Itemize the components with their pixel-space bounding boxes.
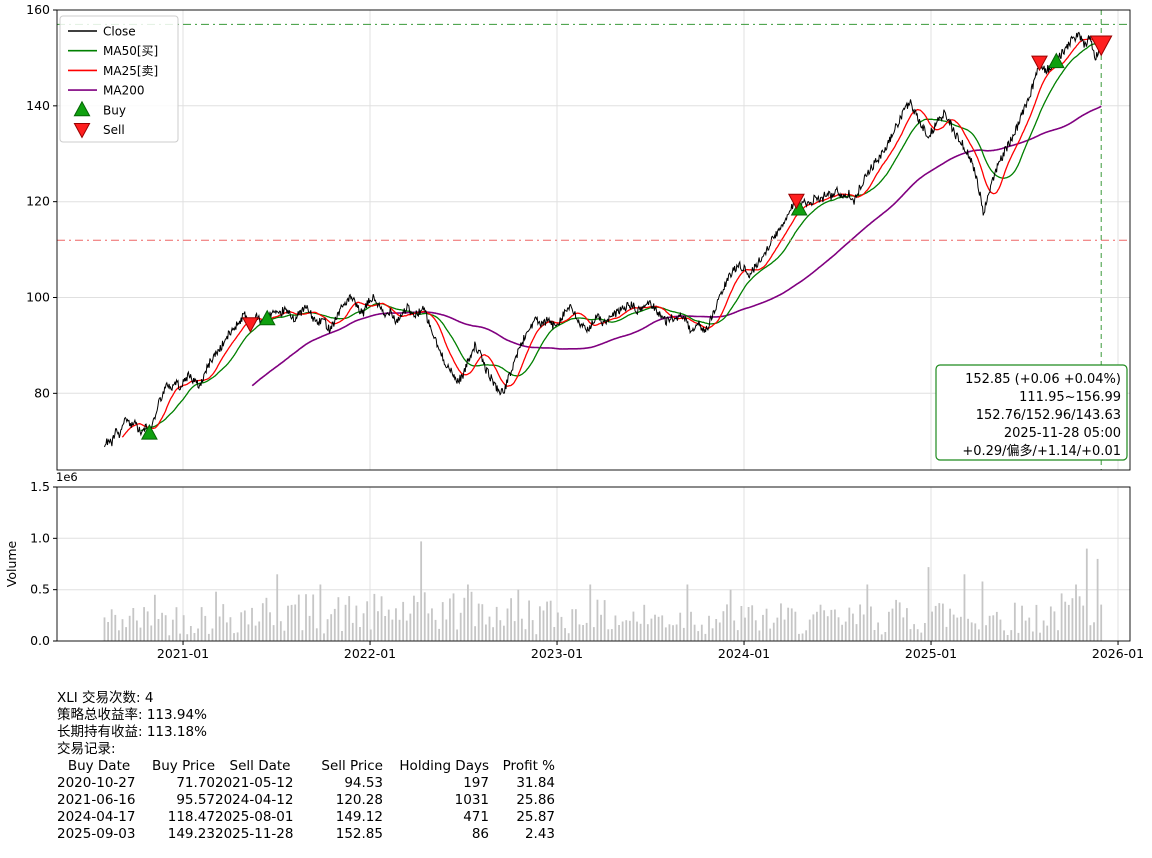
ma25-line [121,38,1102,438]
quote-info-box: 152.85 (+0.06 +0.04%) 111.95~156.99 152.76… [935,364,1128,461]
legend-label: MA50[买] [103,44,158,58]
trade-cell: 120.28 [335,792,383,808]
summary-block: XLI 交易次数: 4 策略总收益率: 113.94% 长期持有收益: 113.… [57,690,1152,843]
trade-cell: 94.53 [344,775,383,791]
quote-info-line: +0.29/偏多/+1.14/+0.01 [962,443,1121,459]
legend: Close MA50[买] MA25[卖] MA200 Buy Sell [59,15,179,143]
legend-label: Close [103,25,136,39]
volume-axis-label: Volume [4,540,19,587]
summary-trades-count: XLI 交易次数: 4 [57,690,154,706]
trade-col-header: Holding Days [399,758,489,774]
summary-hold-return: 长期持有收益: 113.18% [57,724,207,740]
volume-offset-label: 1e6 [56,470,78,484]
trade-cell: 118.47 [167,809,215,825]
x-tick-label: 2023-01 [531,646,583,661]
trade-cell: 25.86 [516,792,555,808]
x-tick-label: 2021-01 [157,646,209,661]
summary-strategy-return: 策略总收益率: 113.94% [57,707,207,723]
price-ytick-label: 160 [26,2,50,17]
volume-ytick-label: 1.5 [30,479,50,494]
trade-col-header: Buy Price [151,758,215,774]
volume-ytick-label: 0.0 [30,633,50,648]
price-ytick-label: 120 [26,194,50,209]
buy-marker-icon [1047,52,1065,69]
trade-cell: 471 [463,809,489,825]
trade-cell: 2025-08-01 [215,809,294,825]
quote-info-line: 111.95~156.99 [1019,390,1121,405]
x-tick-label: 2022-01 [344,646,396,661]
buy-marker-icon [140,424,158,440]
trade-cell: 152.85 [335,826,383,842]
trade-col-header: Sell Price [321,758,383,774]
trade-cell: 31.84 [516,775,555,791]
sell-marker-icon [787,193,805,210]
trade-cell: 2024-04-17 [57,809,136,825]
summary-records-label: 交易记录: [57,741,116,757]
trade-row: 2024-04-17 118.47 2025-08-01 149.12 471 25.87 [57,809,555,826]
trade-cell: 2024-04-12 [215,792,294,808]
trade-cell: 2020-10-27 [57,775,136,791]
axes: 80 100 120 140 160 0.0 0.5 1.0 1.5 2021-01 2022-01… [4,2,1144,661]
trade-col-header: Buy Date [67,758,131,774]
buy-marker-icon [258,309,276,326]
sell-marker-icon [241,317,259,333]
trade-col-header: Profit % [502,758,555,774]
trade-cell: 149.12 [335,809,383,825]
trade-cell: 86 [471,826,489,842]
volume-ytick-label: 1.0 [30,530,50,545]
volume-ytick-label: 0.5 [30,582,50,597]
trade-cell: 71.70 [176,775,215,791]
trade-cell: 2025-11-28 [215,826,294,842]
trade-cell: 1031 [454,792,489,808]
sell-marker-icon [1031,55,1048,72]
x-tick-label: 2025-01 [905,646,957,661]
reference-lines [57,10,1130,470]
x-tick-label: 2026-01 [1092,646,1144,661]
buy-marker-icon [790,199,808,216]
trade-cell: 95.57 [176,792,215,808]
legend-sell-marker-icon [73,123,91,139]
price-ytick-label: 140 [26,98,50,113]
quote-info-line: 2025-11-28 05:00 [1004,426,1121,441]
trade-col-header: Sell Date [229,758,291,774]
trade-table: Buy Date Buy Price Sell Date Sell Price Hold… [57,758,555,843]
trade-cell: 149.23 [167,826,215,842]
ma200-line [251,105,1102,387]
trade-cell: 2025-09-03 [57,826,136,842]
legend-label: MA25[卖] [103,64,158,78]
trade-cell: 2021-06-16 [57,792,136,808]
trade-cell: 2.43 [524,826,555,842]
legend-label: Sell [103,123,125,137]
price-ytick-label: 80 [34,385,50,400]
trade-cell: 2021-05-12 [215,775,294,791]
quote-info-line: 152.76/152.96/143.63 [976,408,1121,423]
trade-row: 2025-09-03 149.23 2025-11-28 152.85 86 2.43 [57,826,555,843]
trade-cell: 25.87 [516,809,555,825]
trade-cell: 197 [463,775,489,791]
trade-row: 2020-10-27 71.70 2021-05-12 94.53 197 31.84 [57,775,555,792]
trade-row: 2021-06-16 95.57 2024-04-12 120.28 1031 25.86 [57,792,555,809]
price-ytick-label: 100 [26,290,50,305]
legend-label: Buy [103,103,126,117]
legend-buy-marker-icon [73,100,91,117]
legend-label: MA200 [103,84,144,98]
trade-markers [140,35,1113,440]
x-tick-label: 2024-01 [718,646,770,661]
volume-bars [103,541,1103,641]
quote-info-line: 152.85 (+0.06 +0.04%) [965,372,1121,387]
trade-table-header-row: Buy Date Buy Price Sell Date Sell Price Hold… [57,758,555,775]
stock-chart: 80 100 120 140 160 0.0 0.5 1.0 1.5 2021-01 2022-01… [4,2,1144,661]
sell-marker-icon [1089,35,1113,57]
